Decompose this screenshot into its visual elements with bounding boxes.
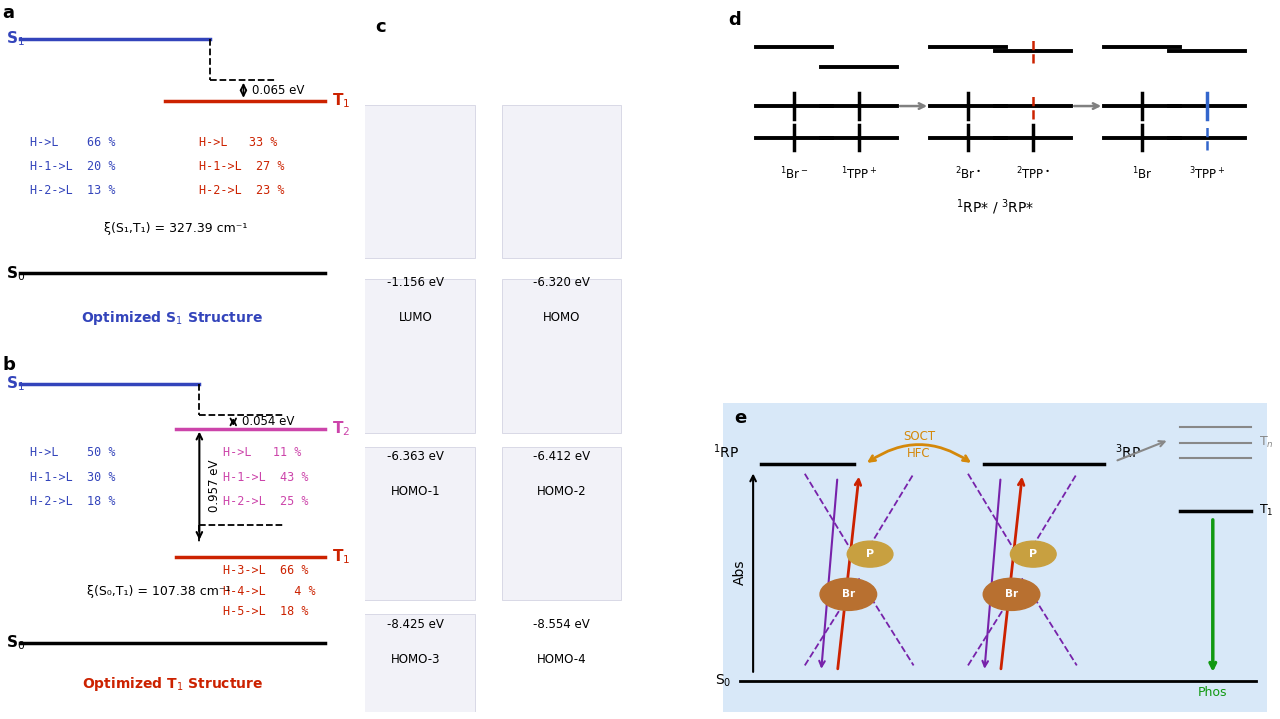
Text: $^1$Br: $^1$Br <box>1132 165 1152 182</box>
Text: $^2$Br$^\bullet$: $^2$Br$^\bullet$ <box>955 165 980 182</box>
Text: -8.425 eV: -8.425 eV <box>388 618 444 631</box>
Text: 0.054 eV: 0.054 eV <box>242 416 294 429</box>
FancyBboxPatch shape <box>356 105 475 259</box>
FancyBboxPatch shape <box>502 105 621 259</box>
Text: $^3$TPP$^+$: $^3$TPP$^+$ <box>1189 165 1226 182</box>
Circle shape <box>1010 541 1056 567</box>
Text: T$_2$: T$_2$ <box>332 419 349 438</box>
Text: P: P <box>1029 549 1037 559</box>
Text: -8.554 eV: -8.554 eV <box>534 618 590 631</box>
Circle shape <box>983 578 1039 610</box>
Text: $^3$RP: $^3$RP <box>1115 443 1140 462</box>
Text: HOMO-1: HOMO-1 <box>390 485 440 498</box>
Text: c: c <box>375 18 385 36</box>
Text: T$_n$: T$_n$ <box>1260 435 1274 450</box>
Text: H-1->L  27 %: H-1->L 27 % <box>200 160 285 173</box>
Text: T$_1$: T$_1$ <box>1260 503 1274 518</box>
Text: Abs: Abs <box>732 560 746 585</box>
Text: T$_1$: T$_1$ <box>332 547 349 566</box>
FancyBboxPatch shape <box>502 446 621 600</box>
Text: SOCT: SOCT <box>902 430 936 443</box>
Text: -6.363 eV: -6.363 eV <box>388 450 444 463</box>
Text: H->L    66 %: H->L 66 % <box>29 136 115 149</box>
Text: S$_0$: S$_0$ <box>6 633 26 652</box>
Text: Br: Br <box>1005 590 1018 600</box>
Text: P: P <box>867 549 874 559</box>
Text: H-1->L  20 %: H-1->L 20 % <box>29 160 115 173</box>
Text: HOMO-3: HOMO-3 <box>390 653 440 666</box>
Text: H->L    50 %: H->L 50 % <box>29 446 115 459</box>
Text: a: a <box>3 4 14 22</box>
Text: H-1->L  43 %: H-1->L 43 % <box>223 471 308 484</box>
Text: HFC: HFC <box>908 447 931 460</box>
Text: $^1$RP: $^1$RP <box>713 443 740 462</box>
Text: $^2$TPP$^\bullet$: $^2$TPP$^\bullet$ <box>1016 165 1051 182</box>
Text: Phos: Phos <box>1198 685 1228 699</box>
Text: $^1$Br$^-$: $^1$Br$^-$ <box>780 165 808 182</box>
FancyBboxPatch shape <box>723 403 1267 712</box>
Text: HOMO-2: HOMO-2 <box>536 485 586 498</box>
Text: H-4->L    4 %: H-4->L 4 % <box>223 585 316 597</box>
Text: -1.156 eV: -1.156 eV <box>387 276 444 289</box>
FancyBboxPatch shape <box>502 280 621 433</box>
Text: S$_1$: S$_1$ <box>6 375 24 393</box>
Text: ξ(S₀,T₁) = 107.38 cm⁻¹: ξ(S₀,T₁) = 107.38 cm⁻¹ <box>87 585 230 597</box>
Text: b: b <box>3 357 15 375</box>
Text: S$_1$: S$_1$ <box>6 29 24 48</box>
Text: H->L   33 %: H->L 33 % <box>200 136 278 149</box>
Text: H-2->L  18 %: H-2->L 18 % <box>29 495 115 508</box>
Text: 0.957 eV: 0.957 eV <box>207 459 221 512</box>
Text: $^1$TPP$^+$: $^1$TPP$^+$ <box>841 165 878 182</box>
Text: Optimized S$_1$ Structure: Optimized S$_1$ Structure <box>82 309 264 327</box>
Text: ξ(S₁,T₁) = 327.39 cm⁻¹: ξ(S₁,T₁) = 327.39 cm⁻¹ <box>104 222 247 235</box>
Text: H-5->L  18 %: H-5->L 18 % <box>223 605 308 618</box>
Text: $^1$RP* / $^3$RP*: $^1$RP* / $^3$RP* <box>956 197 1034 216</box>
Text: -6.320 eV: -6.320 eV <box>532 276 590 289</box>
Text: S$_0$: S$_0$ <box>716 673 731 689</box>
FancyBboxPatch shape <box>356 446 475 600</box>
Text: H-2->L  13 %: H-2->L 13 % <box>29 184 115 197</box>
Text: LUMO: LUMO <box>399 311 433 324</box>
FancyBboxPatch shape <box>356 280 475 433</box>
Text: H-2->L  23 %: H-2->L 23 % <box>200 184 285 197</box>
Text: S$_0$: S$_0$ <box>6 264 26 283</box>
Circle shape <box>847 541 893 567</box>
Text: e: e <box>735 409 746 427</box>
Text: H-1->L  30 %: H-1->L 30 % <box>29 471 115 484</box>
Text: T$_1$: T$_1$ <box>332 91 349 110</box>
Text: d: d <box>728 12 741 29</box>
Circle shape <box>820 578 877 610</box>
Text: H-3->L  66 %: H-3->L 66 % <box>223 564 308 577</box>
Text: Br: Br <box>842 590 855 600</box>
Text: Optimized T$_1$ Structure: Optimized T$_1$ Structure <box>82 675 262 693</box>
FancyBboxPatch shape <box>356 614 475 719</box>
Text: H-2->L  25 %: H-2->L 25 % <box>223 495 308 508</box>
Text: HOMO-4: HOMO-4 <box>536 653 586 666</box>
Text: -6.412 eV: -6.412 eV <box>532 450 590 463</box>
Text: H->L   11 %: H->L 11 % <box>223 446 302 459</box>
Text: 0.065 eV: 0.065 eV <box>252 85 305 98</box>
Text: HOMO: HOMO <box>543 311 580 324</box>
